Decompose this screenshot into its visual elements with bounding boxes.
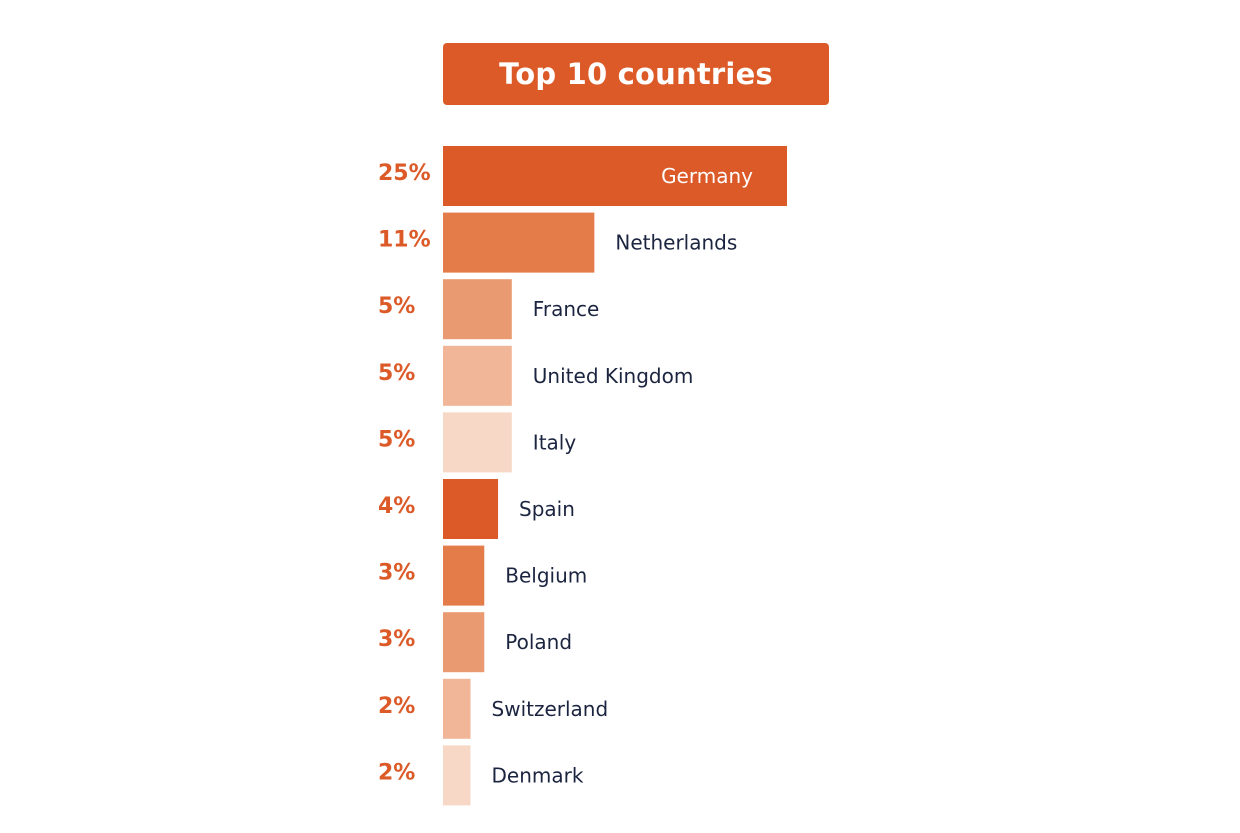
value-label-france: 5% (378, 294, 415, 319)
category-label-italy: Italy (533, 430, 577, 454)
value-label-united-kingdom: 5% (378, 361, 415, 386)
category-label-germany: Germany (661, 164, 753, 188)
value-label-switzerland: 2% (378, 694, 415, 719)
value-label-spain: 4% (378, 494, 415, 519)
bar-netherlands (443, 212, 595, 273)
bar-denmark (443, 745, 471, 806)
value-label-denmark: 2% (378, 760, 415, 785)
category-label-united-kingdom: United Kingdom (533, 364, 694, 388)
category-label-switzerland: Switzerland (492, 697, 609, 721)
category-label-spain: Spain (519, 497, 575, 521)
bar-switzerland (443, 678, 471, 739)
category-label-poland: Poland (505, 630, 572, 654)
value-label-belgium: 3% (378, 561, 415, 586)
category-label-belgium: Belgium (505, 564, 587, 588)
category-label-denmark: Denmark (492, 763, 584, 787)
value-label-italy: 5% (378, 427, 415, 452)
bar-spain (443, 479, 499, 539)
value-label-germany: 25% (378, 161, 431, 186)
bar-france (443, 279, 512, 340)
bar-italy (443, 412, 512, 473)
value-label-netherlands: 11% (378, 228, 431, 253)
bar-belgium (443, 545, 485, 606)
category-label-netherlands: Netherlands (615, 231, 737, 255)
value-label-poland: 3% (378, 627, 415, 652)
bar-united-kingdom (443, 345, 512, 406)
bar-germany (443, 146, 787, 206)
chart-title: Top 10 countries (443, 43, 829, 105)
category-label-france: France (533, 297, 600, 321)
bar-poland (443, 612, 485, 673)
